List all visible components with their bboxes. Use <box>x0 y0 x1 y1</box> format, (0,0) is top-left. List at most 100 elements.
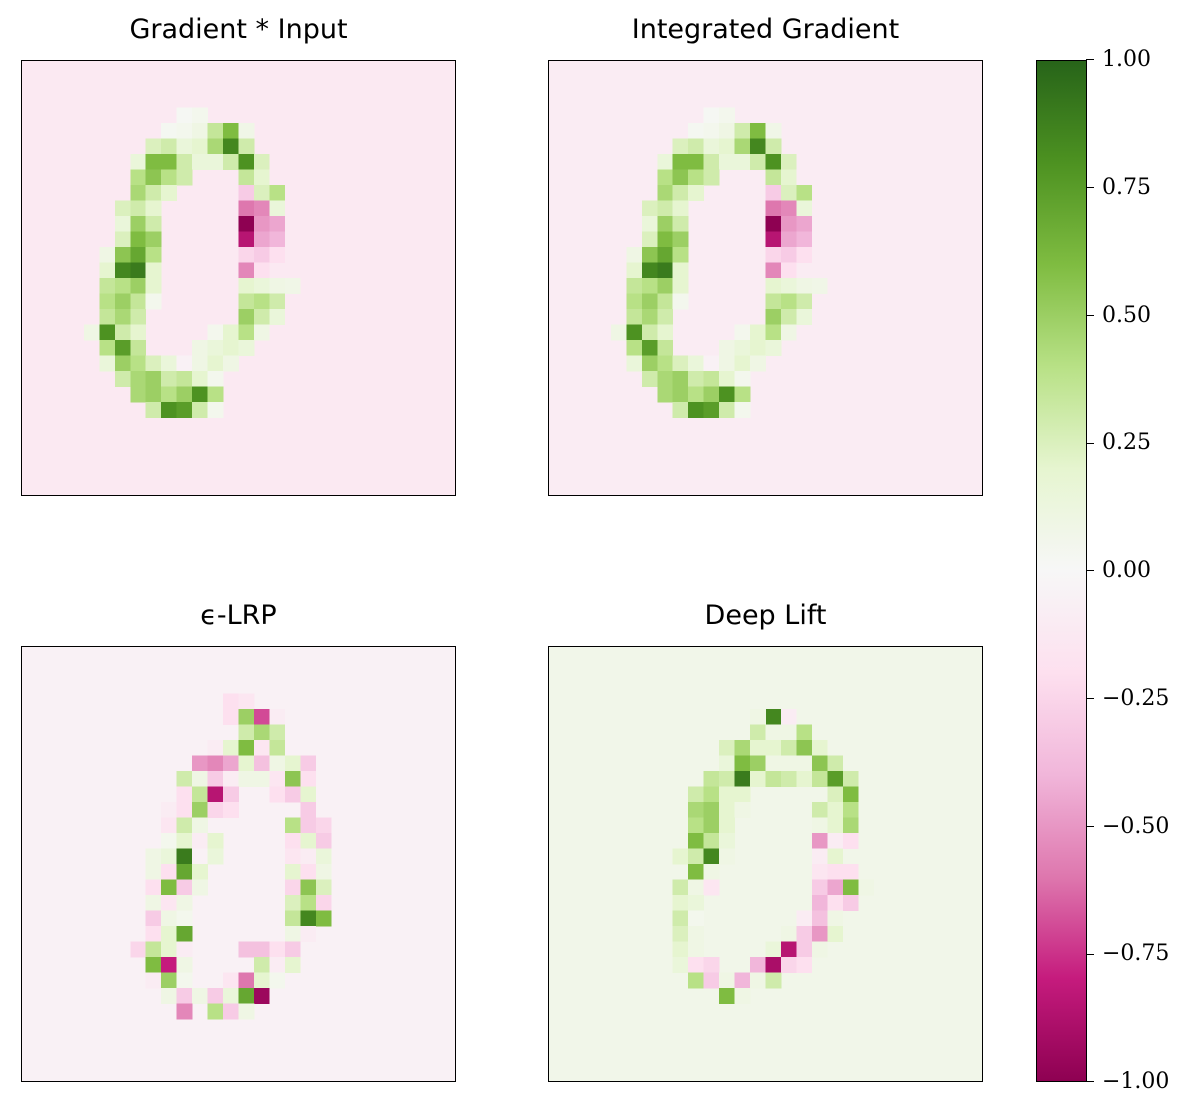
heatmap-svg <box>549 647 982 1081</box>
heatmap-cell <box>145 941 162 958</box>
heatmap-cell <box>796 910 813 927</box>
heatmap-cell <box>269 740 286 756</box>
heatmap-cell <box>284 941 301 958</box>
heatmap-cell <box>750 724 766 741</box>
heatmap-cell <box>827 864 844 880</box>
heatmap-cell <box>130 340 147 356</box>
heatmap-cell <box>145 154 162 170</box>
heatmap-cell <box>300 833 317 849</box>
heatmap-cell <box>207 1003 224 1020</box>
heatmap-cell <box>734 138 751 155</box>
heatmap-cell <box>626 247 643 263</box>
heatmap-cell <box>114 278 131 294</box>
heatmap-cell <box>780 293 797 310</box>
heatmap-cell <box>284 755 301 772</box>
heatmap-cell <box>238 724 255 741</box>
colorbar-tick-label: 0.50 <box>1102 302 1151 328</box>
heatmap-cell <box>719 123 735 139</box>
heatmap-cell <box>827 755 844 772</box>
heatmap-cell <box>811 926 828 942</box>
heatmap-cell <box>672 200 689 217</box>
heatmap-cell <box>192 355 208 372</box>
heatmap-cell <box>99 247 116 263</box>
heatmap-cell <box>238 278 255 294</box>
heatmap-cell <box>734 972 751 989</box>
heatmap-cell <box>657 386 674 403</box>
heatmap-cell <box>253 755 270 772</box>
heatmap-cell <box>672 910 689 927</box>
heatmap-cell <box>269 309 286 325</box>
heatmap-cell <box>284 817 301 834</box>
heatmap-cell <box>796 740 813 756</box>
heatmap-cell <box>161 371 177 387</box>
heatmap-cell <box>811 833 828 849</box>
heatmap-cell <box>811 771 828 787</box>
heatmap-cell <box>192 340 208 356</box>
heatmap-cell <box>207 786 224 803</box>
heatmap-svg <box>22 647 455 1081</box>
heatmap-cell <box>657 231 674 248</box>
heatmap-cell <box>176 355 193 372</box>
heatmap-cell <box>161 910 177 927</box>
heatmap-cell <box>192 386 208 403</box>
heatmap-cell <box>269 185 286 201</box>
heatmap-cell <box>703 817 720 834</box>
heatmap-cell <box>842 786 859 803</box>
heatmap-cell <box>765 755 782 772</box>
heatmap-cell <box>300 910 317 927</box>
heatmap-cell <box>610 324 627 341</box>
heatmap-cell <box>176 371 193 387</box>
heatmap-cell <box>238 216 255 232</box>
colorbar-tick <box>1086 953 1094 955</box>
heatmap-cell <box>99 278 116 294</box>
heatmap-cell <box>641 200 658 217</box>
heatmap-cell <box>750 355 766 372</box>
heatmap-cell <box>796 755 813 772</box>
heatmap-cell <box>796 724 813 741</box>
heatmap-cell <box>238 200 255 217</box>
colorbar-tick-label: −0.25 <box>1102 685 1170 711</box>
heatmap-cell <box>765 740 782 756</box>
heatmap-cell <box>827 771 844 787</box>
heatmap-cell <box>161 802 177 818</box>
heatmap-cell <box>223 802 239 818</box>
heatmap-cell <box>114 200 131 217</box>
colorbar-tick-label: −0.50 <box>1102 813 1170 839</box>
heatmap-cell <box>161 402 177 418</box>
heatmap-cell <box>207 802 224 818</box>
heatmap-cell <box>161 817 177 834</box>
heatmap-cell <box>238 771 255 787</box>
heatmap-cell <box>176 957 193 973</box>
heatmap-cell <box>703 371 720 387</box>
heatmap-cell <box>114 231 131 248</box>
heatmap-cell <box>858 879 875 896</box>
heatmap-cell <box>238 972 255 989</box>
heatmap-cell <box>657 340 674 356</box>
heatmap-cell <box>641 340 658 356</box>
heatmap-cell <box>315 879 332 896</box>
heatmap-cell <box>145 262 162 279</box>
heatmap-cell <box>811 864 828 880</box>
heatmap-cell <box>765 185 782 201</box>
heatmap-cell <box>765 957 782 973</box>
heatmap-cell <box>315 833 332 849</box>
heatmap-cell <box>207 371 224 387</box>
heatmap-cell <box>176 879 193 896</box>
heatmap-cell <box>238 340 255 356</box>
heatmap-cell <box>719 786 735 803</box>
heatmap-cell <box>99 293 116 310</box>
heatmap-cell <box>207 386 224 403</box>
heatmap-cell <box>703 957 720 973</box>
heatmap-cell <box>827 817 844 834</box>
heatmap-cell <box>192 107 208 124</box>
heatmap-cell <box>176 1003 193 1020</box>
heatmap-cell <box>161 154 177 170</box>
heatmap-cell <box>130 154 147 170</box>
heatmap-cell <box>750 755 766 772</box>
heatmap-cell <box>796 247 813 263</box>
heatmap-cell <box>223 138 239 155</box>
heatmap-cell <box>672 926 689 942</box>
heatmap-cell <box>269 724 286 741</box>
heatmap-cell <box>765 324 782 341</box>
heatmap-cell <box>641 293 658 310</box>
